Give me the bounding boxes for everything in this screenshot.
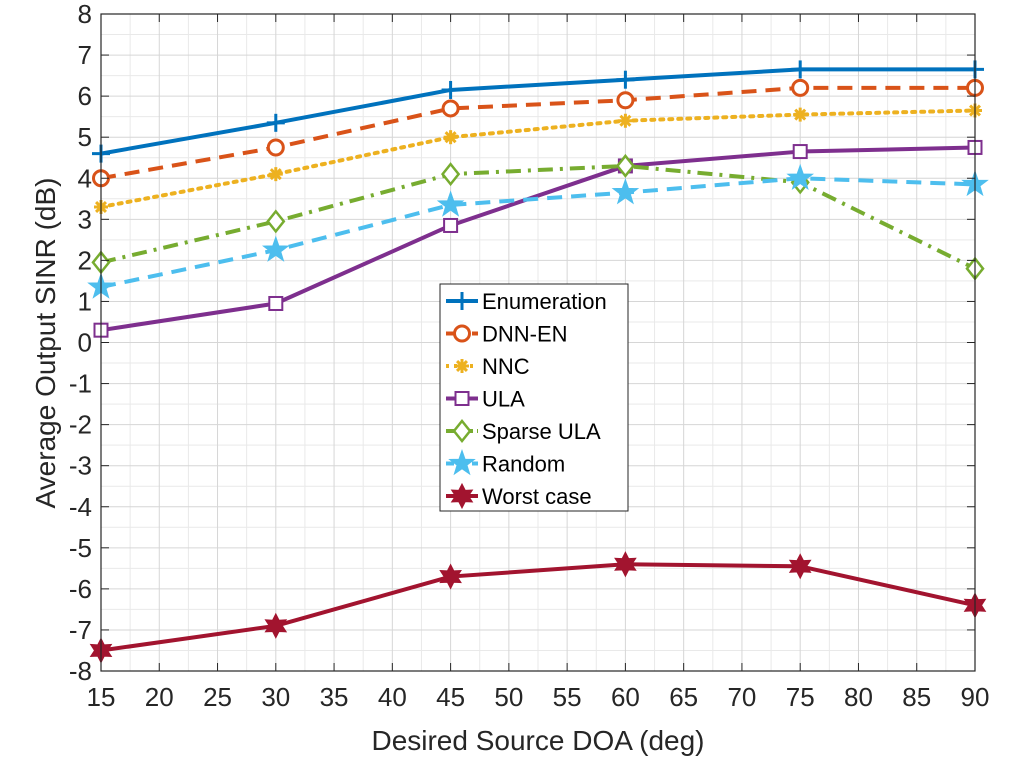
- x-tick-label: 60: [611, 682, 640, 712]
- data-point: [440, 162, 461, 187]
- legend-entry: NNC: [446, 354, 530, 379]
- legend-label: ULA: [482, 387, 525, 412]
- data-point: [441, 80, 460, 99]
- data-point: [266, 113, 285, 132]
- legend-marker: [453, 292, 471, 310]
- y-tick-label: -2: [69, 410, 92, 440]
- x-tick-labels: 15 20 25 30 35 40 45 50 55 60 65 70 75 80 85 90: [87, 682, 990, 712]
- data-point: [443, 130, 458, 145]
- x-tick-label: 25: [203, 682, 232, 712]
- legend-marker: [450, 482, 474, 510]
- x-tick-label: 55: [553, 682, 582, 712]
- data-point: [439, 563, 462, 590]
- legend-entry: ULA: [446, 387, 525, 412]
- legend-label: DNN-EN: [482, 322, 568, 347]
- legend-entry: Worst case: [446, 482, 592, 510]
- legend-entry: Random: [446, 448, 565, 477]
- x-tick-label: 20: [145, 682, 174, 712]
- y-tick-label: -7: [69, 615, 92, 645]
- x-tick-label: 90: [961, 682, 990, 712]
- x-tick-label: 70: [727, 682, 756, 712]
- data-point: [788, 553, 812, 580]
- data-point: [616, 91, 635, 110]
- y-tick-label: -8: [69, 656, 92, 686]
- data-point: [786, 163, 815, 191]
- legend-label: Random: [482, 452, 565, 477]
- x-tick-label: 30: [261, 682, 290, 712]
- y-tick-label: -3: [69, 451, 92, 481]
- data-point: [261, 235, 290, 262]
- data-point: [791, 78, 810, 97]
- data-point: [611, 178, 640, 205]
- y-tick-label: 4: [78, 163, 92, 193]
- y-tick-label: -5: [69, 533, 92, 563]
- legend-label: Sparse ULA: [482, 419, 601, 444]
- data-point: [268, 167, 283, 182]
- x-tick-label: 15: [87, 682, 116, 712]
- legend-entry: Sparse ULA: [446, 418, 601, 444]
- data-point: [616, 70, 635, 89]
- legend-marker: [453, 324, 471, 343]
- y-tick-label: -4: [69, 492, 92, 522]
- series-line: [100, 176, 976, 290]
- x-tick-label: 80: [844, 682, 873, 712]
- data-point: [443, 217, 459, 233]
- legend-label: Enumeration: [482, 289, 607, 314]
- data-point: [792, 144, 808, 160]
- series-line: [100, 562, 976, 653]
- y-tick-label: 0: [78, 328, 92, 358]
- y-tick-label: 7: [78, 40, 92, 70]
- y-tick-label: 3: [78, 204, 92, 234]
- y-tick-labels: -8 -7 -6 -5 -4 -3 -2 -1 0 1 2 3 4 5 6 7 8: [69, 0, 92, 686]
- series-line: [100, 85, 975, 181]
- x-tick-label: 85: [902, 682, 931, 712]
- legend-label: Worst case: [482, 484, 592, 509]
- y-tick-label: 6: [78, 81, 92, 111]
- legend-entry: Enumeration: [446, 289, 607, 314]
- series-line: [100, 145, 976, 333]
- y-tick-label: 1: [78, 286, 92, 316]
- legend-marker: [448, 448, 476, 476]
- data-point: [791, 60, 810, 79]
- series-line: [100, 67, 975, 156]
- legend-marker: [452, 418, 472, 444]
- y-axis-label: Average Output SINR (dB): [30, 178, 61, 509]
- y-tick-label: 8: [78, 0, 92, 29]
- series-dnn-en: [92, 78, 984, 188]
- y-tick-label: 5: [78, 122, 92, 152]
- x-tick-label: 35: [320, 682, 349, 712]
- x-axis-label: Desired Source DOA (deg): [371, 725, 704, 756]
- x-tick-label: 40: [378, 682, 407, 712]
- data-point: [441, 99, 460, 118]
- data-point: [618, 113, 633, 128]
- axis-ticks: [100, 13, 976, 672]
- legend-label: NNC: [482, 354, 530, 379]
- legend: Enumeration DNN-EN NNC ULA Sparse ULA Random W…: [439, 283, 629, 512]
- data-point: [264, 612, 288, 639]
- data-point: [614, 551, 637, 578]
- x-tick-label: 75: [786, 682, 815, 712]
- y-tick-label: -1: [69, 369, 92, 399]
- data-point: [793, 107, 808, 122]
- data-point: [615, 153, 636, 178]
- data-point: [266, 209, 286, 234]
- series-line: [99, 108, 977, 209]
- legend-marker: [455, 359, 469, 373]
- legend-marker: [454, 391, 470, 406]
- legend-entry: DNN-EN: [446, 322, 568, 347]
- series-line: [100, 163, 976, 271]
- y-tick-label: 2: [78, 245, 92, 275]
- x-tick-label: 65: [669, 682, 698, 712]
- data-point: [266, 138, 285, 157]
- data-point: [268, 295, 284, 311]
- data-point: [436, 190, 465, 217]
- y-tick-label: -6: [69, 574, 92, 604]
- x-tick-label: 50: [494, 682, 523, 712]
- x-tick-label: 45: [436, 682, 465, 712]
